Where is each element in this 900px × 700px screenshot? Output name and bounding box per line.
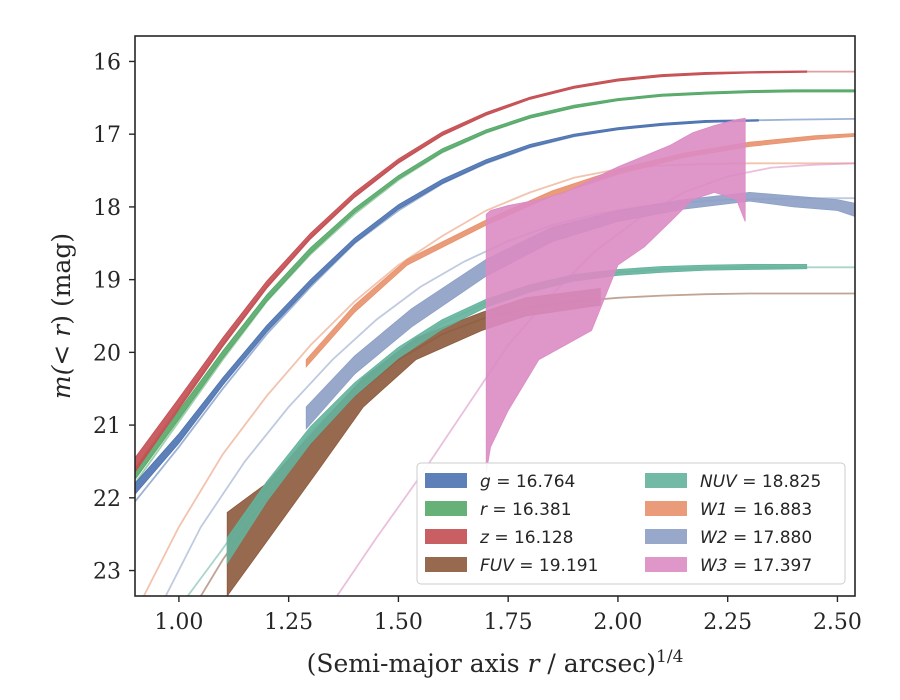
- legend-label-g: g = 16.764: [480, 472, 575, 492]
- legend-label-fuv: FUV = 19.191: [480, 556, 598, 576]
- legend-swatch-r: [425, 501, 467, 516]
- legend-label-w2: W2 = 17.880: [700, 528, 812, 548]
- legend-label-w3: W3 = 17.397: [700, 556, 812, 576]
- legend-label-r: r = 16.381: [480, 500, 572, 520]
- y-tick-label: 19: [93, 269, 121, 294]
- x-tick-label: 1.50: [374, 610, 423, 635]
- observed-band-nuv: [226, 264, 808, 565]
- legend-frame: [416, 462, 846, 585]
- legend-swatch-g: [425, 473, 467, 488]
- y-tick-label: 21: [93, 414, 121, 439]
- observed-band-r: [135, 89, 855, 481]
- legend-swatch-w3: [645, 557, 687, 572]
- y-tick-label: 16: [93, 50, 121, 75]
- observed-band-z: [135, 70, 808, 474]
- legend-swatch-nuv: [645, 473, 687, 488]
- y-tick-label: 18: [93, 196, 121, 221]
- plot-frame: [134, 35, 856, 597]
- x-axis-label: (Semi-major axis r / arcsec)1/4: [307, 647, 684, 678]
- legend-label-z: z = 16.128: [479, 528, 573, 548]
- x-tick-label: 1.25: [264, 610, 313, 635]
- x-tick-label: 2.25: [703, 610, 752, 635]
- legend-swatch-fuv: [425, 557, 467, 572]
- x-tick-label: 2.50: [813, 610, 862, 635]
- y-tick-label: 17: [93, 123, 121, 148]
- legend: g = 16.764 r = 16.381 z = 16.128 FUV = 19.1…: [416, 462, 846, 585]
- legend-swatch-w1: [645, 501, 687, 516]
- legend-swatch-w2: [645, 529, 687, 544]
- observed-band-w3: [485, 117, 746, 473]
- x-tick-label: 2.00: [593, 610, 642, 635]
- x-tick-label: 1.75: [484, 610, 533, 635]
- legend-swatch-z: [425, 529, 467, 544]
- x-tick-label: 1.00: [154, 610, 203, 635]
- legend-label-w1: W1 = 16.883: [700, 500, 812, 520]
- y-tick-label: 22: [93, 487, 121, 512]
- y-tick-label: 23: [93, 560, 121, 585]
- legend-label-nuv: NUV = 18.825: [700, 472, 821, 492]
- observed-band-g: [135, 119, 759, 495]
- y-tick-label: 20: [93, 341, 121, 366]
- y-axis-label: m(< r) (mag): [47, 233, 76, 399]
- ticks-layer: 1.00 1.25 1.50 1.75 2.00 2.25 2.50 16 17 18 19 20 21…: [93, 50, 862, 635]
